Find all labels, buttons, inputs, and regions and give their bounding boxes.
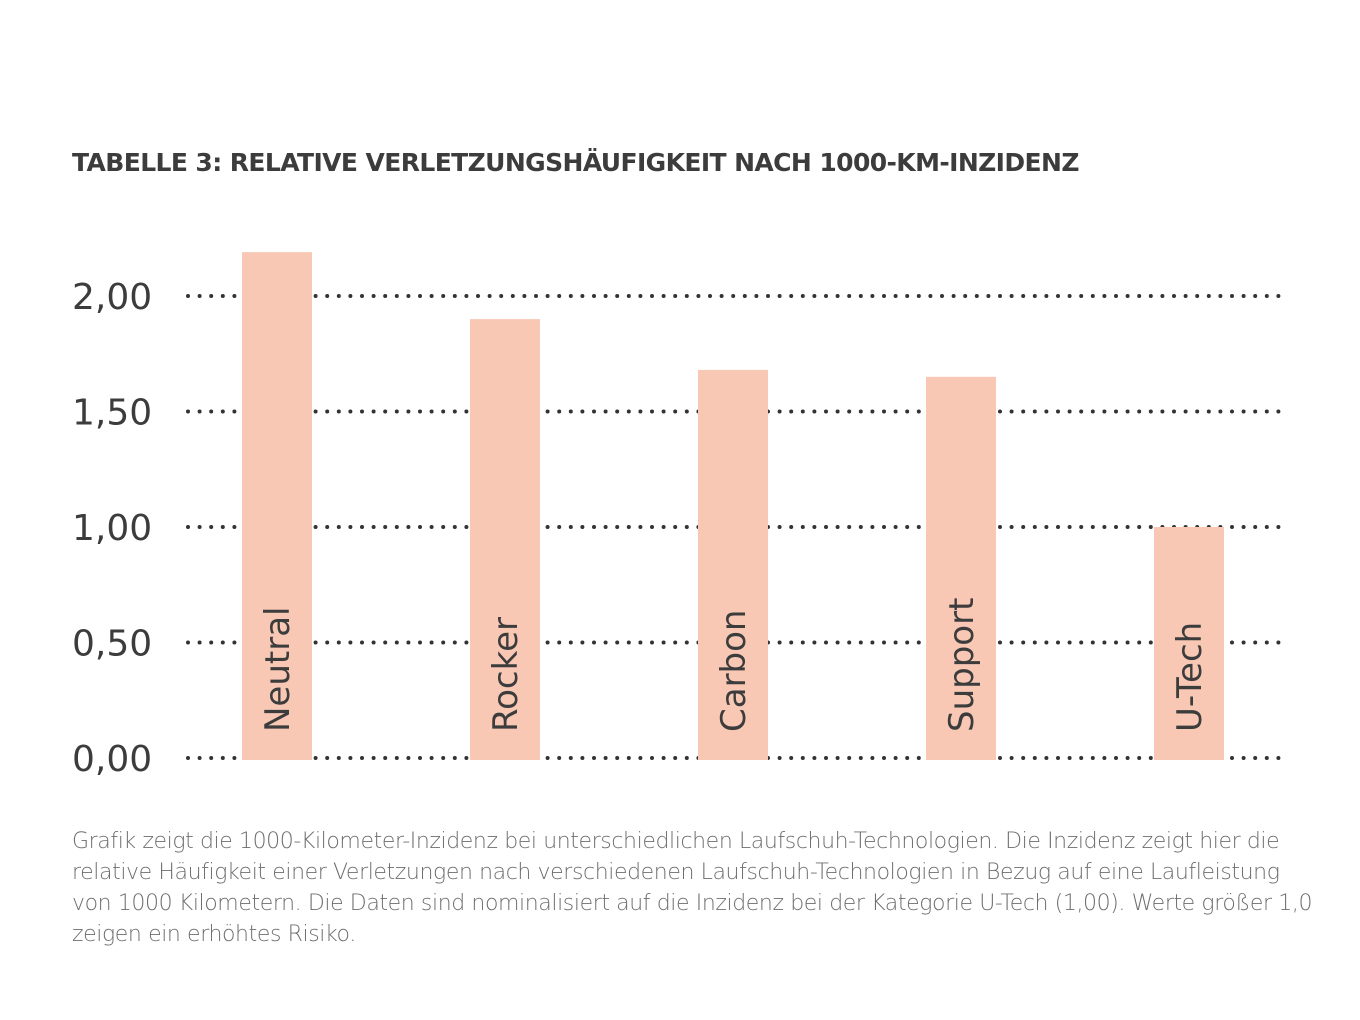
- category-label: Carbon: [714, 610, 754, 733]
- chart-title: TABELLE 3: RELATIVE VERLETZUNGSHÄUFIGKEI…: [72, 148, 1079, 177]
- y-tick-label: 0,00: [72, 739, 152, 780]
- chart-caption: Grafik zeigt die 1000-Kilometer-Inzidenz…: [72, 829, 1313, 947]
- bar-rocker: [470, 319, 540, 760]
- category-label: Rocker: [486, 617, 526, 732]
- bar-u-tech: [1154, 527, 1224, 760]
- y-tick-label: 2,00: [72, 277, 152, 318]
- bar-carbon: [698, 369, 768, 760]
- y-axis-tick-labels: 0,00 0,50 1,00 1,50 2,00: [72, 277, 152, 780]
- y-tick-label: 1,00: [72, 508, 152, 549]
- bar-support: [926, 376, 996, 760]
- y-tick-label: 1,50: [72, 393, 152, 434]
- category-label: U-Tech: [1170, 622, 1210, 732]
- y-tick-label: 0,50: [72, 624, 152, 665]
- category-label: Neutral: [258, 607, 298, 733]
- bar-category-labels: Neutral Rocker Carbon Support U-Tech: [258, 598, 1210, 732]
- category-label: Support: [942, 598, 982, 732]
- bar-chart: 0,00 0,50 1,00 1,50 2,00 Neutral Rocker Carbon…: [72, 252, 1284, 780]
- bar-neutral: [242, 252, 312, 761]
- bars: [242, 252, 1224, 761]
